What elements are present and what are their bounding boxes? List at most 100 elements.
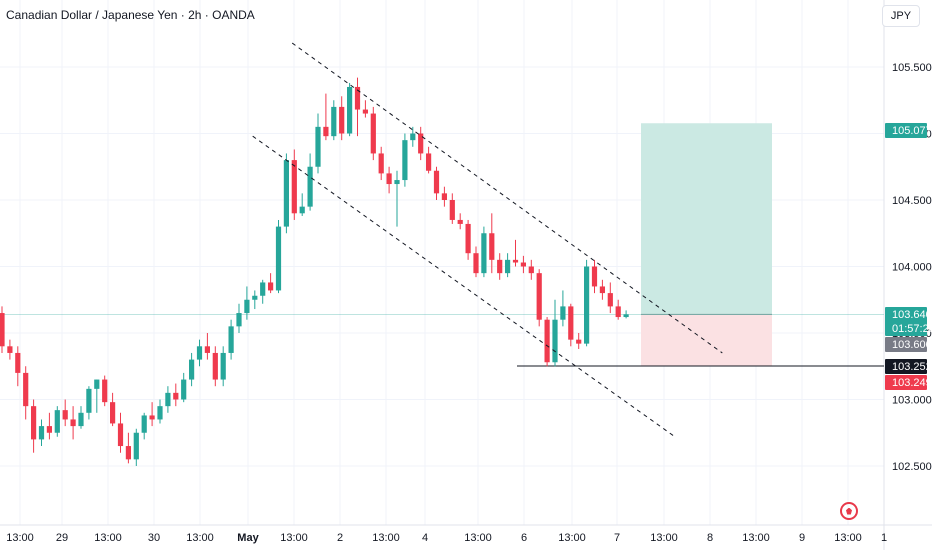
candle-body: [307, 166, 313, 207]
candle-body: [7, 346, 13, 353]
price-label-box: [885, 359, 927, 374]
candle-body: [260, 282, 266, 296]
x-tick-label: 13:00: [372, 532, 400, 544]
x-tick-label: 13:00: [558, 532, 586, 544]
candle-body: [94, 379, 100, 389]
candle-body: [141, 415, 147, 433]
candle-body: [441, 193, 447, 200]
candle-body: [449, 200, 455, 220]
candle-body: [196, 346, 203, 360]
x-tick-label: 13:00: [186, 532, 214, 544]
price-countdown: 01:57:28: [892, 323, 932, 335]
candle-body: [315, 126, 321, 167]
candle-body: [299, 206, 305, 214]
x-tick-label: 9: [799, 532, 805, 544]
candle-body: [157, 406, 163, 420]
candle-body: [394, 180, 400, 185]
x-tick-label: 13:00: [464, 532, 492, 544]
symbol-title: Canadian Dollar / Japanese Yen · 2h · OA…: [6, 8, 255, 22]
candle-body: [426, 153, 432, 171]
candle-body: [283, 160, 289, 227]
candle-body: [584, 266, 590, 344]
candle-body: [268, 282, 274, 291]
x-tick-label: 13:00: [742, 532, 770, 544]
candle-body: [133, 432, 139, 460]
candle-body: [220, 352, 226, 380]
y-tick-label: 102.500: [892, 461, 932, 473]
candle-body: [591, 266, 598, 287]
y-tick-label: 105.500: [892, 62, 932, 74]
candle-body: [370, 113, 376, 154]
candle-body: [70, 419, 76, 427]
candle-body: [165, 392, 171, 407]
price-label-box: [885, 375, 927, 390]
candle-body: [149, 415, 155, 420]
candle-body: [560, 306, 566, 320]
candle-body: [623, 314, 629, 318]
candle-body: [576, 339, 582, 344]
candle-body: [418, 133, 424, 154]
candle-body: [46, 426, 52, 433]
candle-body: [347, 86, 353, 134]
price-label: 103.600: [892, 339, 932, 351]
price-label: 103.640: [892, 309, 932, 321]
channel-line: [252, 135, 676, 438]
candle-body: [291, 160, 297, 214]
candle-body: [465, 223, 471, 254]
candle-body: [520, 262, 526, 267]
candle-body: [31, 406, 37, 440]
canada-flag-icon[interactable]: [840, 502, 858, 520]
price-label: 105.077: [892, 125, 932, 137]
candle-body: [362, 109, 368, 114]
candle-body: [54, 410, 60, 433]
candle-body: [402, 140, 408, 181]
currency-button[interactable]: JPY: [882, 5, 920, 27]
candle-body: [599, 286, 605, 294]
x-tick-label: 4: [422, 532, 428, 544]
candle-body: [110, 402, 116, 424]
candle-body: [181, 379, 187, 400]
candle-body: [228, 326, 234, 353]
candle-body: [212, 352, 218, 380]
price-label-box: [885, 123, 927, 138]
candle-body: [38, 426, 45, 440]
candle-body: [607, 293, 613, 307]
candle-body: [323, 126, 329, 137]
candle-body: [410, 133, 416, 141]
candle-body: [102, 379, 108, 403]
candle-body: [275, 226, 282, 291]
price-label: 103.249: [892, 377, 932, 389]
x-tick-label: 13:00: [6, 532, 34, 544]
candle-body: [23, 372, 29, 407]
candle-body: [378, 153, 384, 174]
x-tick-label: 29: [56, 532, 68, 544]
candle-body: [252, 295, 258, 300]
candle-body: [386, 173, 392, 185]
candle-body: [244, 299, 250, 314]
x-tick-label: 6: [521, 532, 527, 544]
y-tick-label: 104.500: [892, 195, 932, 207]
candle-body: [78, 412, 84, 427]
candle-body: [0, 313, 5, 347]
x-tick-label: May: [237, 532, 259, 544]
x-tick-label: 13:00: [280, 532, 308, 544]
x-tick-label: 13:00: [650, 532, 678, 544]
candle-body: [86, 388, 92, 413]
candle-body: [354, 86, 361, 110]
candle-body: [433, 170, 440, 194]
candle-body: [481, 233, 487, 274]
candle-body: [615, 306, 621, 318]
candle-body: [505, 259, 511, 274]
price-label: 103.252: [892, 361, 932, 373]
candle-body: [473, 253, 479, 274]
candle-body: [173, 392, 179, 400]
candle-body: [236, 313, 242, 327]
x-tick-label: 8: [707, 532, 713, 544]
loss-zone: [641, 314, 772, 366]
candle-body: [117, 423, 124, 447]
x-tick-label: 1: [881, 532, 887, 544]
y-tick-label: 104.000: [892, 262, 932, 274]
candle-body: [489, 233, 495, 260]
